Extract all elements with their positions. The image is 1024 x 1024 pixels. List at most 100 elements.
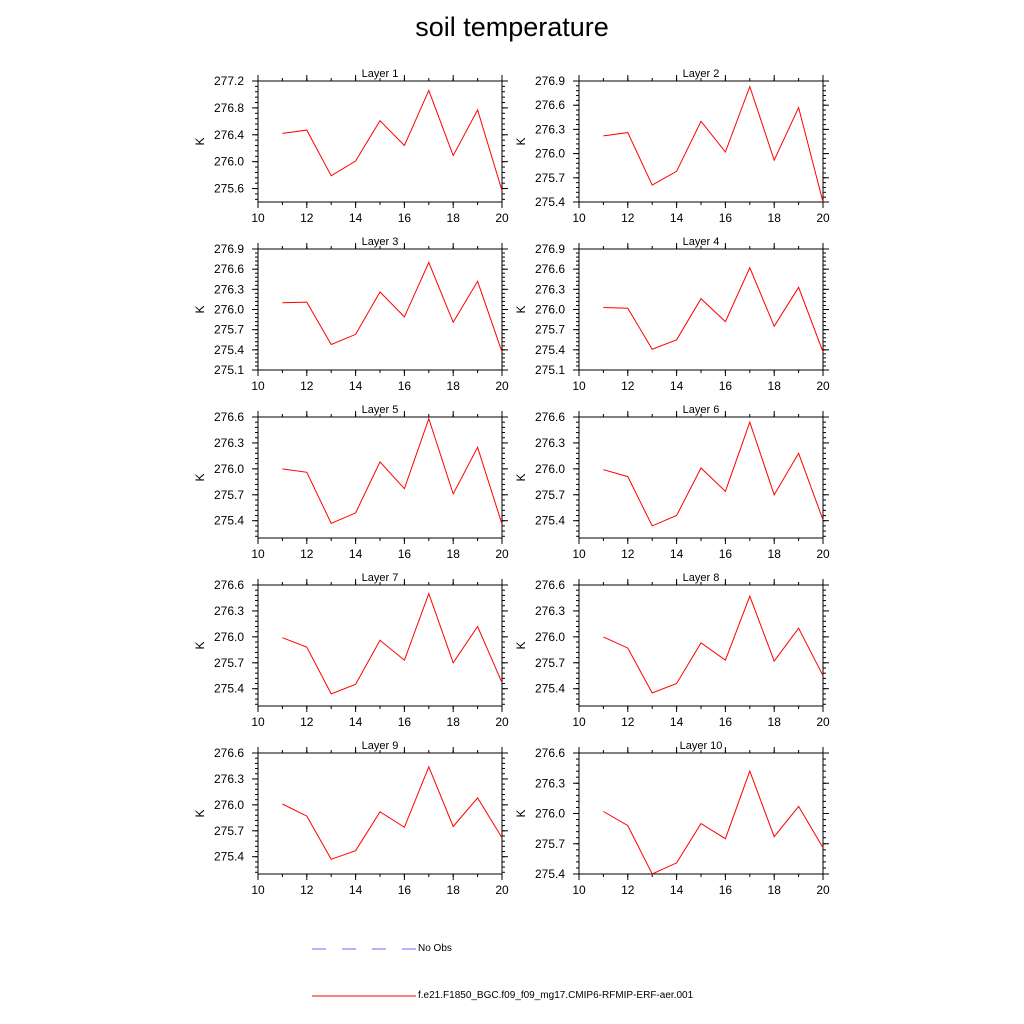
x-tick-label: 18 xyxy=(447,715,461,729)
y-tick-label: 275.4 xyxy=(214,682,244,696)
y-tick-label: 275.4 xyxy=(214,343,244,357)
y-tick-label: 276.0 xyxy=(214,303,244,317)
model-series-line xyxy=(603,420,824,527)
plot-frame xyxy=(578,80,824,203)
plot-frame xyxy=(257,752,503,875)
y-tick-label: 275.7 xyxy=(214,824,244,838)
y-tick-label: 276.9 xyxy=(535,74,565,88)
model-series-line xyxy=(603,769,824,875)
y-tick-label: 275.4 xyxy=(214,850,244,864)
y-tick-label: 275.7 xyxy=(535,488,565,502)
model-series-line xyxy=(603,266,824,353)
y-tick-label: 276.3 xyxy=(535,282,565,296)
y-tick-label: 275.7 xyxy=(535,656,565,670)
y-tick-label: 276.9 xyxy=(214,242,244,256)
y-tick-label: 277.2 xyxy=(214,74,244,88)
plot-frame xyxy=(257,416,503,539)
y-tick-label: 275.4 xyxy=(535,195,565,209)
x-tick-label: 12 xyxy=(621,379,635,393)
y-axis-label: K xyxy=(193,305,207,313)
x-tick-label: 20 xyxy=(816,379,830,393)
panel-title: Layer 5 xyxy=(362,404,399,416)
x-tick-label: 16 xyxy=(398,211,412,225)
y-tick-label: 276.3 xyxy=(535,436,565,450)
y-tick-label: 275.7 xyxy=(214,488,244,502)
y-tick-label: 275.4 xyxy=(535,514,565,528)
model-series-line xyxy=(603,594,824,694)
x-tick-label: 16 xyxy=(398,715,412,729)
panel-title: Layer 9 xyxy=(362,740,399,752)
x-tick-label: 12 xyxy=(621,211,635,225)
chart-panels: Layer 1 K 10 12 14 16 18 20 275.6 276.0 276.4 276.8… xyxy=(193,68,830,897)
x-tick-label: 14 xyxy=(349,211,363,225)
model-series-line xyxy=(282,765,503,860)
y-tick-label: 276.8 xyxy=(214,101,244,115)
x-tick-label: 14 xyxy=(349,547,363,561)
x-tick-label: 10 xyxy=(251,547,265,561)
y-tick-label: 276.6 xyxy=(214,262,244,276)
x-tick-label: 10 xyxy=(572,211,586,225)
x-tick-label: 18 xyxy=(768,547,782,561)
x-tick-label: 20 xyxy=(816,883,830,897)
y-tick-label: 275.4 xyxy=(214,514,244,528)
panel-title: Layer 4 xyxy=(683,236,720,248)
x-tick-label: 16 xyxy=(719,379,733,393)
x-tick-label: 12 xyxy=(621,547,635,561)
model-series-line xyxy=(282,417,503,525)
y-tick-label: 276.3 xyxy=(214,604,244,618)
y-tick-label: 276.6 xyxy=(535,410,565,424)
y-axis-label: K xyxy=(514,809,528,817)
y-axis-label: K xyxy=(514,641,528,649)
chart-legend xyxy=(312,948,416,997)
y-tick-label: 276.3 xyxy=(535,776,565,790)
y-tick-label: 276.0 xyxy=(535,303,565,317)
model-series-line xyxy=(603,85,824,203)
x-tick-label: 12 xyxy=(300,883,314,897)
y-tick-label: 275.7 xyxy=(214,323,244,337)
y-tick-label: 276.3 xyxy=(214,772,244,786)
y-axis-label: K xyxy=(193,641,207,649)
y-tick-label: 276.0 xyxy=(214,630,244,644)
panel-layer-10: Layer 10 K 10 12 14 16 18 20 275.4 275.7 276.0 276.… xyxy=(514,740,830,897)
y-tick-label: 276.4 xyxy=(214,128,244,142)
panel-title: Layer 6 xyxy=(683,404,720,416)
y-tick-label: 276.0 xyxy=(214,798,244,812)
x-tick-label: 18 xyxy=(768,379,782,393)
x-tick-label: 14 xyxy=(349,379,363,393)
panel-layer-8: Layer 8 K 10 12 14 16 18 20 275.4 275.7 276.0 276.3… xyxy=(514,572,830,729)
panel-layer-4: Layer 4 K 10 12 14 16 18 20 275.1 275.4 275.7 276.0… xyxy=(514,236,830,393)
panel-layer-6: Layer 6 K 10 12 14 16 18 20 275.4 275.7 276.0 276.3… xyxy=(514,404,830,561)
x-tick-label: 20 xyxy=(495,547,509,561)
panel-title: Layer 1 xyxy=(362,68,399,80)
y-tick-label: 276.6 xyxy=(214,578,244,592)
x-tick-label: 10 xyxy=(572,715,586,729)
x-tick-label: 14 xyxy=(670,211,684,225)
x-tick-label: 14 xyxy=(670,715,684,729)
x-tick-label: 18 xyxy=(447,547,461,561)
x-tick-label: 14 xyxy=(670,379,684,393)
y-axis-label: K xyxy=(514,473,528,481)
y-tick-label: 276.0 xyxy=(214,462,244,476)
x-tick-label: 10 xyxy=(251,715,265,729)
x-tick-label: 10 xyxy=(572,883,586,897)
y-tick-label: 276.9 xyxy=(535,242,565,256)
x-tick-label: 16 xyxy=(719,883,733,897)
y-tick-label: 276.6 xyxy=(535,746,565,760)
y-tick-label: 275.6 xyxy=(214,182,244,196)
panel-layer-1: Layer 1 K 10 12 14 16 18 20 275.6 276.0 276.4 276.8… xyxy=(193,68,509,225)
y-axis-label: K xyxy=(193,137,207,145)
x-tick-label: 18 xyxy=(768,211,782,225)
y-tick-label: 275.4 xyxy=(535,682,565,696)
x-tick-label: 10 xyxy=(251,883,265,897)
x-tick-label: 12 xyxy=(621,883,635,897)
y-tick-label: 276.0 xyxy=(535,462,565,476)
y-tick-label: 276.3 xyxy=(214,436,244,450)
model-series-line xyxy=(282,592,503,695)
panel-layer-2: Layer 2 K 10 12 14 16 18 20 275.4 275.7 276.0 276.3… xyxy=(514,68,830,225)
y-tick-label: 276.6 xyxy=(214,410,244,424)
x-tick-label: 12 xyxy=(621,715,635,729)
x-tick-label: 10 xyxy=(572,547,586,561)
x-tick-label: 16 xyxy=(398,883,412,897)
y-tick-label: 276.0 xyxy=(535,630,565,644)
y-tick-label: 276.6 xyxy=(535,578,565,592)
